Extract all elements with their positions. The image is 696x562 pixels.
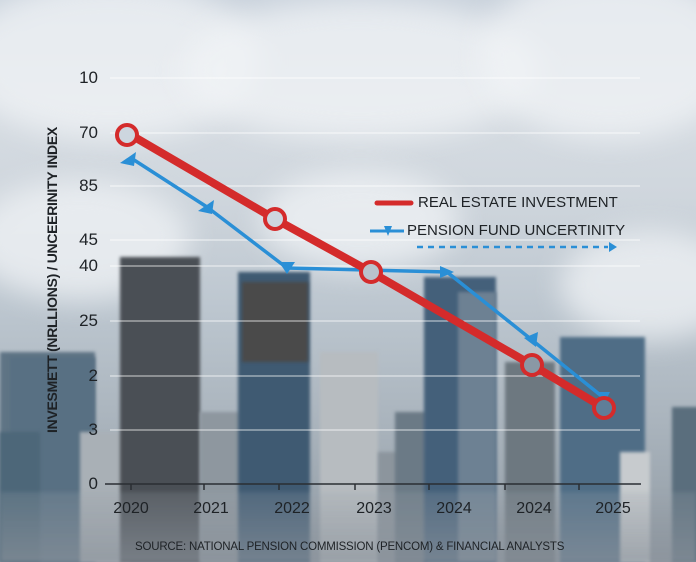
source-caption: SOURCE: NATIONAL PENSION COMMISSION (PEN… [135, 541, 565, 553]
cloud-bg [260, 170, 460, 270]
cloud-bg [180, 0, 540, 140]
y-tick-label: 0 [88, 474, 98, 493]
x-tick-label: 2021 [193, 500, 229, 517]
legend-label: PENSION FUND UNCERTINITY [407, 222, 626, 239]
legend-label: REAL ESTATE INVESTMENT [418, 194, 618, 211]
x-tick-label: 2024 [436, 500, 472, 517]
y-tick-label: 3 [88, 420, 98, 439]
gridlines [110, 77, 640, 431]
series-real-estate-investment [115, 123, 616, 420]
y-tick-label: 25 [79, 311, 98, 330]
y-tick-label: 2 [88, 366, 98, 385]
y-tick-label: 45 [79, 230, 98, 249]
x-axis-ticks [130, 484, 580, 490]
x-tick-label: 2024 [516, 500, 552, 517]
x-tick-label: 2022 [274, 500, 310, 517]
y-tick-label: 10 [79, 68, 98, 87]
building-bg [242, 282, 308, 362]
x-tick-label: 2023 [356, 500, 392, 517]
legend-item-pension: PENSION FUND UNCERTINITY [407, 222, 625, 239]
y-tick-label: 40 [79, 256, 98, 275]
legend-item-real-estate: REAL ESTATE INVESTMENT [418, 194, 618, 211]
y-tick-label: 70 [79, 123, 98, 142]
y-tick-label: 85 [79, 176, 98, 195]
x-tick-label: 2020 [113, 500, 149, 517]
cloud-bg [560, 230, 696, 340]
x-tick-label: 2025 [595, 500, 631, 517]
ground-haze [0, 492, 696, 562]
y-axis-title: INVESMETT (NRLLIONS) / UNCEERINITY INDEX [44, 127, 60, 433]
